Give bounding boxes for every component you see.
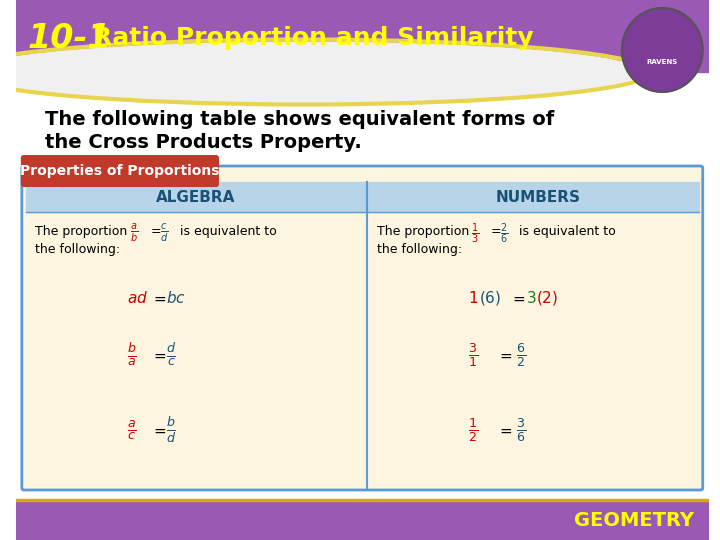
- Text: $=$: $=$: [150, 348, 167, 362]
- Text: is equivalent to: is equivalent to: [519, 225, 616, 238]
- Text: $\frac{1}{2}$: $\frac{1}{2}$: [468, 416, 478, 444]
- Text: $\frac{a}{c}$: $\frac{a}{c}$: [127, 418, 136, 442]
- Text: $\frac{d}{c}$: $\frac{d}{c}$: [166, 342, 176, 368]
- Text: $\frac{a}{b}$: $\frac{a}{b}$: [130, 222, 138, 245]
- Text: The proportion: The proportion: [35, 225, 127, 238]
- Text: the Cross Products Property.: the Cross Products Property.: [45, 133, 361, 152]
- Text: =: =: [490, 225, 501, 238]
- Text: the following:: the following:: [377, 243, 462, 256]
- Text: =: =: [150, 225, 161, 238]
- Text: $\frac{b}{a}$: $\frac{b}{a}$: [127, 342, 137, 368]
- Text: $\frac{6}{2}$: $\frac{6}{2}$: [516, 341, 526, 369]
- Text: $\frac{c}{d}$: $\frac{c}{d}$: [161, 222, 168, 245]
- Text: GEOMETRY: GEOMETRY: [574, 511, 694, 530]
- Text: The proportion: The proportion: [377, 225, 469, 238]
- Text: RAVENS: RAVENS: [647, 59, 678, 65]
- Bar: [16, 0, 708, 72]
- Text: $\frac{3}{6}$: $\frac{3}{6}$: [516, 416, 526, 444]
- Text: $\frac{3}{1}$: $\frac{3}{1}$: [468, 341, 478, 369]
- Text: $=$: $=$: [150, 291, 167, 306]
- Text: $=$: $=$: [497, 422, 513, 437]
- Text: $1$: $1$: [468, 290, 478, 306]
- Text: $\frac{b}{d}$: $\frac{b}{d}$: [166, 415, 176, 445]
- Ellipse shape: [0, 42, 642, 102]
- Text: ALGEBRA: ALGEBRA: [156, 190, 235, 205]
- Text: $ad$: $ad$: [127, 290, 148, 306]
- Text: 10-1: 10-1: [27, 22, 111, 55]
- Text: $3$: $3$: [526, 290, 536, 306]
- Text: is equivalent to: is equivalent to: [179, 225, 276, 238]
- FancyBboxPatch shape: [21, 155, 219, 187]
- Text: The following table shows equivalent forms of: The following table shows equivalent for…: [45, 110, 554, 129]
- Bar: [26, 182, 699, 212]
- Text: $=$: $=$: [510, 291, 526, 306]
- Text: Ratio Proportion and Similarity: Ratio Proportion and Similarity: [93, 26, 534, 50]
- Text: the following:: the following:: [35, 243, 120, 256]
- Text: $=$: $=$: [150, 422, 167, 437]
- FancyBboxPatch shape: [22, 166, 703, 490]
- Text: NUMBERS: NUMBERS: [496, 190, 581, 205]
- Text: $\frac{2}{6}$: $\frac{2}{6}$: [500, 222, 508, 246]
- Text: $=$: $=$: [497, 348, 513, 362]
- Text: $bc$: $bc$: [166, 290, 186, 306]
- Circle shape: [622, 8, 703, 92]
- Text: $(6)$: $(6)$: [479, 289, 501, 307]
- Text: $\frac{1}{3}$: $\frac{1}{3}$: [471, 222, 479, 246]
- Text: Properties of Proportions: Properties of Proportions: [20, 164, 220, 178]
- Text: $(2)$: $(2)$: [536, 289, 559, 307]
- Bar: [16, 500, 708, 540]
